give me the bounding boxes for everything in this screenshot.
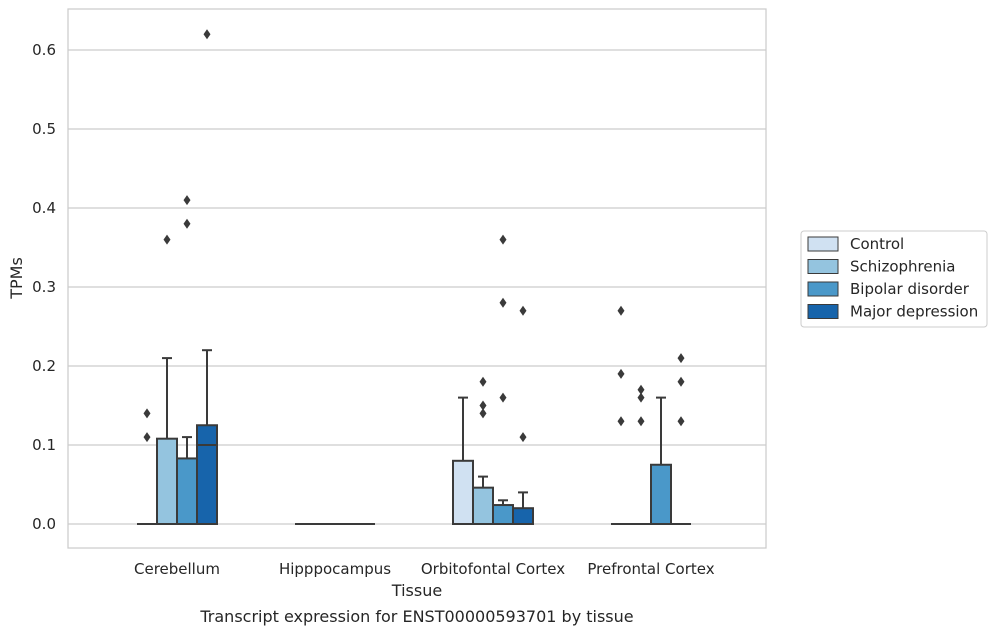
outlier-point bbox=[499, 234, 507, 245]
outlier-point bbox=[677, 376, 685, 387]
chart-caption: Transcript expression for ENST0000059370… bbox=[199, 607, 633, 626]
legend-swatch bbox=[807, 259, 839, 274]
outlier-point bbox=[499, 392, 507, 403]
box-0-3 bbox=[611, 305, 631, 525]
legend-label: Major depression bbox=[850, 303, 978, 321]
x-tick-label: Orbitofontal Cortex bbox=[421, 560, 565, 578]
boxes bbox=[137, 29, 691, 526]
box-2-3 bbox=[650, 396, 672, 525]
y-tick-label: 0.0 bbox=[32, 515, 56, 533]
legend-label: Schizophrenia bbox=[850, 258, 955, 276]
box-3-0 bbox=[196, 29, 218, 525]
y-tick-label: 0.5 bbox=[32, 120, 56, 138]
y-tick-label: 0.1 bbox=[32, 436, 56, 454]
outlier-point bbox=[163, 234, 171, 245]
box-body bbox=[472, 486, 494, 526]
box-0-0 bbox=[137, 408, 157, 525]
box-body bbox=[196, 424, 218, 525]
x-tick-label: Prefrontal Cortex bbox=[587, 560, 714, 578]
outlier-point bbox=[617, 305, 625, 316]
y-ticks: 0.0 0.1 0.2 0.3 0.4 0.5 0.6 bbox=[32, 41, 56, 533]
legend-label: Bipolar disorder bbox=[850, 280, 970, 298]
outlier-point bbox=[499, 297, 507, 308]
legend-swatch bbox=[807, 236, 839, 252]
y-tick-label: 0.4 bbox=[32, 199, 56, 217]
outlier-point bbox=[677, 416, 685, 427]
plot-frame bbox=[67, 8, 767, 549]
grid bbox=[68, 49, 766, 525]
box-3-3 bbox=[671, 353, 691, 525]
outlier-point bbox=[637, 384, 645, 395]
outlier-point bbox=[143, 432, 151, 443]
outlier-point bbox=[203, 29, 211, 40]
y-tick-label: 0.2 bbox=[32, 357, 56, 375]
y-tick-label: 0.6 bbox=[32, 41, 56, 59]
outlier-point bbox=[479, 400, 487, 411]
legend-frame bbox=[800, 230, 988, 328]
box-0-2 bbox=[452, 396, 474, 525]
legend-swatch bbox=[807, 304, 839, 319]
x-ticks: Cerebellum Hipppocampus Orbitofontal Corte… bbox=[134, 560, 715, 578]
outlier-point bbox=[677, 353, 685, 364]
y-axis-label: TPMs bbox=[7, 257, 26, 300]
outlier-point bbox=[479, 408, 487, 419]
outlier-point bbox=[183, 195, 191, 206]
box-1-3 bbox=[631, 384, 651, 525]
x-tick-label: Hipppocampus bbox=[279, 560, 391, 578]
outlier-point bbox=[617, 368, 625, 379]
box-2-2 bbox=[492, 234, 514, 526]
box-3-2 bbox=[512, 305, 534, 526]
box-body bbox=[512, 507, 534, 526]
outlier-point bbox=[617, 416, 625, 427]
box-body bbox=[452, 459, 474, 525]
legend-label: Control bbox=[850, 235, 904, 253]
legend-swatch bbox=[807, 281, 839, 297]
x-tick-label: Cerebellum bbox=[134, 560, 220, 578]
y-tick-label: 0.3 bbox=[32, 278, 56, 296]
box-body bbox=[176, 457, 198, 525]
box-1-2 bbox=[472, 376, 494, 526]
outlier-point bbox=[479, 376, 487, 387]
outlier-point bbox=[637, 392, 645, 403]
legend: Control Schizophrenia Bipolar disorder Majo… bbox=[800, 230, 988, 328]
outlier-point bbox=[519, 432, 527, 443]
outlier-point bbox=[143, 408, 151, 419]
box-body bbox=[156, 437, 178, 525]
outlier-point bbox=[519, 305, 527, 316]
x-axis-label: Tissue bbox=[391, 581, 442, 600]
box-1-0 bbox=[156, 234, 178, 525]
outlier-point bbox=[637, 416, 645, 427]
box-body bbox=[650, 463, 672, 525]
box-body bbox=[492, 504, 514, 526]
outlier-point bbox=[183, 218, 191, 229]
box-2-0 bbox=[176, 195, 198, 525]
